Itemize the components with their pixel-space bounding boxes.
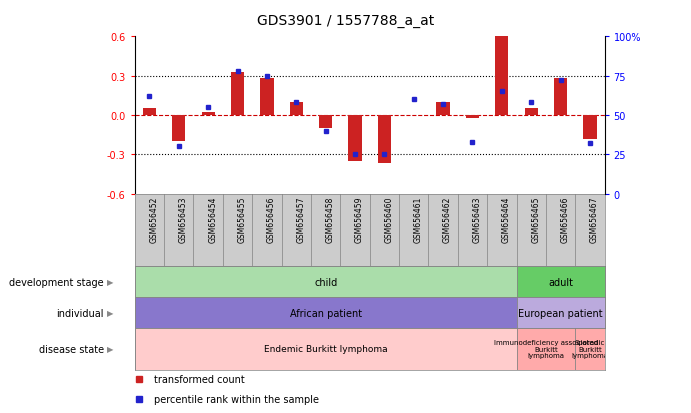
Text: GSM656466: GSM656466 <box>560 196 569 243</box>
Text: Immunodeficiency associated
Burkitt
lymphoma: Immunodeficiency associated Burkitt lymp… <box>494 339 598 358</box>
Text: GSM656467: GSM656467 <box>590 196 599 243</box>
Bar <box>135 328 516 370</box>
Bar <box>554 79 567 116</box>
Bar <box>516 266 605 297</box>
Text: disease state: disease state <box>39 344 104 354</box>
Bar <box>466 116 479 118</box>
Text: individual: individual <box>56 308 104 318</box>
Text: ▶: ▶ <box>107 278 113 286</box>
Bar <box>524 109 538 116</box>
Bar <box>348 116 361 161</box>
Text: transformed count: transformed count <box>153 375 245 385</box>
Bar <box>202 113 215 116</box>
Text: child: child <box>314 277 337 287</box>
Bar <box>135 266 516 297</box>
Text: GSM656456: GSM656456 <box>267 196 276 243</box>
Text: development stage: development stage <box>9 277 104 287</box>
Bar <box>231 72 244 116</box>
Text: Sporadic
Burkitt
lymphoma: Sporadic Burkitt lymphoma <box>571 339 609 358</box>
Bar <box>143 109 156 116</box>
Bar <box>261 79 274 116</box>
Text: GSM656464: GSM656464 <box>502 196 511 243</box>
Text: GSM656463: GSM656463 <box>473 196 482 243</box>
Bar <box>516 297 605 328</box>
Text: GSM656459: GSM656459 <box>355 196 364 243</box>
Text: GSM656454: GSM656454 <box>208 196 217 243</box>
Text: GSM656465: GSM656465 <box>531 196 540 243</box>
Bar <box>319 116 332 129</box>
Text: GSM656453: GSM656453 <box>179 196 188 243</box>
Text: percentile rank within the sample: percentile rank within the sample <box>153 394 319 404</box>
Text: adult: adult <box>548 277 573 287</box>
Bar <box>516 328 575 370</box>
Text: European patient: European patient <box>518 308 603 318</box>
Bar <box>575 328 605 370</box>
Bar <box>495 37 509 116</box>
Text: Endemic Burkitt lymphoma: Endemic Burkitt lymphoma <box>264 344 388 354</box>
Text: ▶: ▶ <box>107 309 113 317</box>
Text: GSM656461: GSM656461 <box>414 196 423 242</box>
Bar <box>378 116 391 164</box>
Bar <box>172 116 185 142</box>
Text: GSM656460: GSM656460 <box>384 196 393 243</box>
Bar <box>135 297 516 328</box>
Text: GSM656458: GSM656458 <box>325 196 334 242</box>
Bar <box>290 102 303 116</box>
Bar <box>583 116 596 139</box>
Text: GSM656457: GSM656457 <box>296 196 305 243</box>
Text: GDS3901 / 1557788_a_at: GDS3901 / 1557788_a_at <box>257 14 434 28</box>
Text: GSM656462: GSM656462 <box>443 196 452 242</box>
Text: ▶: ▶ <box>107 344 113 354</box>
Text: GSM656452: GSM656452 <box>149 196 158 242</box>
Text: GSM656455: GSM656455 <box>238 196 247 243</box>
Bar <box>437 102 450 116</box>
Text: African patient: African patient <box>290 308 361 318</box>
